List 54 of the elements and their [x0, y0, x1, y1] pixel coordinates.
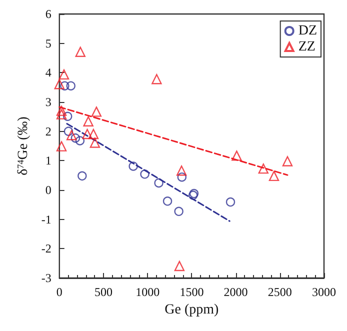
point [63, 112, 72, 121]
y-tick-label: 2 [45, 124, 52, 138]
point [56, 141, 67, 152]
point [70, 133, 80, 143]
point [140, 170, 150, 179]
y-tick-label: -2 [41, 242, 52, 256]
point [154, 178, 164, 188]
point [75, 46, 86, 57]
point [90, 138, 100, 148]
x-tick-label: 500 [94, 285, 112, 299]
x-tick-label: 1000 [136, 285, 160, 299]
point [54, 79, 64, 90]
point [268, 170, 280, 182]
y-tick-label: 4 [45, 66, 52, 80]
point [226, 197, 236, 207]
point [177, 172, 187, 182]
point [58, 69, 70, 80]
point [66, 130, 77, 140]
point [128, 162, 138, 171]
x-axis-title: Ge (ppm) [164, 302, 220, 318]
point [174, 206, 184, 216]
x-tick-label: 3000 [312, 285, 336, 299]
point [88, 128, 99, 140]
legend-label: DZ [298, 24, 318, 38]
y-tick-label: -1 [41, 212, 52, 226]
point [82, 128, 92, 140]
y-tick-label: 1 [45, 154, 52, 168]
point [83, 116, 94, 126]
point [91, 106, 102, 117]
point [56, 109, 67, 120]
point [232, 150, 242, 161]
point [56, 106, 67, 116]
y-tick-label: 3 [45, 95, 52, 109]
point [174, 260, 185, 272]
point [60, 81, 70, 90]
x-tick-label: 2500 [268, 285, 292, 299]
x-tick-label: 1500 [180, 285, 204, 299]
point [162, 196, 172, 206]
y-tick-label: 0 [45, 183, 52, 197]
point [78, 171, 87, 181]
point [75, 136, 85, 146]
x-tick-label: 0 [56, 285, 62, 299]
point [64, 126, 74, 136]
x-tick-label: 2000 [224, 285, 248, 299]
y-tick-label: -3 [41, 271, 52, 285]
y-tick-label: 6 [45, 7, 52, 21]
point [176, 166, 187, 176]
point [152, 74, 162, 84]
legend-label: ZZ [298, 40, 316, 54]
y-axis-title: δ74Ge (‰) [16, 116, 31, 176]
point [258, 163, 269, 174]
y-tick-label: 5 [45, 36, 52, 50]
point [282, 156, 293, 166]
point [66, 81, 76, 90]
